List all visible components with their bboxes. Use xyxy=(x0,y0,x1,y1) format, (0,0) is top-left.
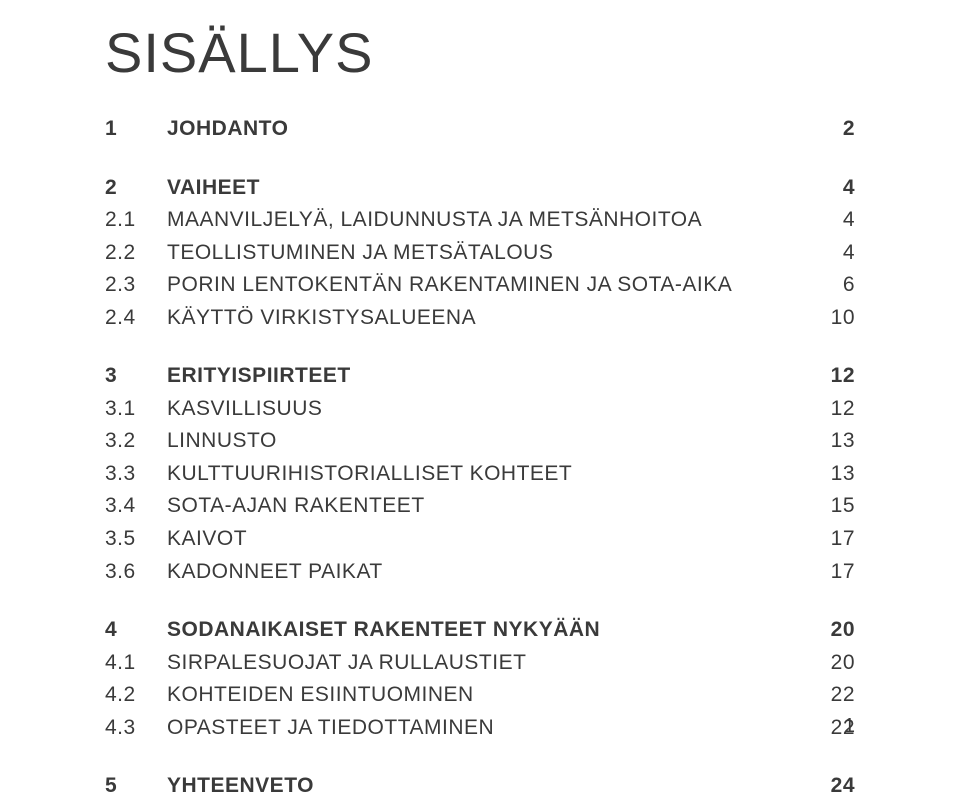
toc-label: SOTA-AJAN RAKENTEET xyxy=(167,490,805,523)
toc-row-sec-2: 3ERITYISPIIRTEET12 xyxy=(105,360,855,393)
toc-page: 20 xyxy=(805,614,855,647)
toc-group-gap xyxy=(105,744,855,770)
toc-row-sec-2-sub-0: 3.1KASVILLISUUS12 xyxy=(105,393,855,426)
toc-page: 24 xyxy=(805,770,855,803)
page: SISÄLLYS 1JOHDANTO22VAIHEET42.1MAANVILJE… xyxy=(0,0,960,756)
toc-num: 3.3 xyxy=(105,458,167,491)
toc-num: 2.2 xyxy=(105,237,167,270)
toc-label: KOHTEIDEN ESIINTUOMINEN xyxy=(167,679,805,712)
toc-row-sec-2-sub-4: 3.5KAIVOT17 xyxy=(105,523,855,556)
toc-num: 3.6 xyxy=(105,556,167,589)
toc-group-gap xyxy=(105,588,855,614)
toc-label: YHTEENVETO xyxy=(167,770,805,803)
toc-num: 2.3 xyxy=(105,269,167,302)
toc-label: PORIN LENTOKENTÄN RAKENTAMINEN JA SOTA-A… xyxy=(167,269,805,302)
toc-page: 13 xyxy=(805,425,855,458)
toc-row-sec-1-sub-2: 2.3PORIN LENTOKENTÄN RAKENTAMINEN JA SOT… xyxy=(105,269,855,302)
toc-num: 2 xyxy=(105,172,167,205)
toc-page: 4 xyxy=(805,172,855,205)
toc-label: KASVILLISUUS xyxy=(167,393,805,426)
toc-row-sec-2-sub-3: 3.4SOTA-AJAN RAKENTEET15 xyxy=(105,490,855,523)
toc-page: 4 xyxy=(805,204,855,237)
toc-row-sec-1: 2VAIHEET4 xyxy=(105,172,855,205)
toc-label: JOHDANTO xyxy=(167,113,805,146)
toc-page: 12 xyxy=(805,360,855,393)
toc-row-sec-4: 5YHTEENVETO24 xyxy=(105,770,855,803)
toc-label: SIRPALESUOJAT JA RULLAUSTIET xyxy=(167,647,805,680)
toc-num: 4.2 xyxy=(105,679,167,712)
toc-group-gap xyxy=(105,334,855,360)
toc-row-sec-3-sub-2: 4.3OPASTEET JA TIEDOTTAMINEN22 xyxy=(105,712,855,745)
toc-num: 4.1 xyxy=(105,647,167,680)
toc-row-sec-0: 1JOHDANTO2 xyxy=(105,113,855,146)
toc-page: 17 xyxy=(805,556,855,589)
toc-row-sec-3-sub-1: 4.2KOHTEIDEN ESIINTUOMINEN22 xyxy=(105,679,855,712)
toc-num: 1 xyxy=(105,113,167,146)
toc-page: 6 xyxy=(805,269,855,302)
toc-num: 4 xyxy=(105,614,167,647)
toc-row-sec-3: 4SODANAIKAISET RAKENTEET NYKYÄÄN20 xyxy=(105,614,855,647)
toc-label: MAANVILJELYÄ, LAIDUNNUSTA JA METSÄNHOITO… xyxy=(167,204,805,237)
toc-label: KAIVOT xyxy=(167,523,805,556)
toc-label: SODANAIKAISET RAKENTEET NYKYÄÄN xyxy=(167,614,805,647)
toc-num: 3 xyxy=(105,360,167,393)
toc-num: 3.1 xyxy=(105,393,167,426)
toc-num: 3.5 xyxy=(105,523,167,556)
toc-row-sec-1-sub-3: 2.4KÄYTTÖ VIRKISTYSALUEENA10 xyxy=(105,302,855,335)
toc-page: 15 xyxy=(805,490,855,523)
toc-page: 4 xyxy=(805,237,855,270)
toc-page: 20 xyxy=(805,647,855,680)
toc-page: 13 xyxy=(805,458,855,491)
toc-label: ERITYISPIIRTEET xyxy=(167,360,805,393)
toc-label: TEOLLISTUMINEN JA METSÄTALOUS xyxy=(167,237,805,270)
toc-row-sec-3-sub-0: 4.1SIRPALESUOJAT JA RULLAUSTIET20 xyxy=(105,647,855,680)
toc-group-gap xyxy=(105,146,855,172)
page-number: 1 xyxy=(844,715,855,738)
toc-num: 3.4 xyxy=(105,490,167,523)
toc-row-sec-1-sub-1: 2.2TEOLLISTUMINEN JA METSÄTALOUS4 xyxy=(105,237,855,270)
toc-label: KADONNEET PAIKAT xyxy=(167,556,805,589)
toc-page: 17 xyxy=(805,523,855,556)
toc-label: KÄYTTÖ VIRKISTYSALUEENA xyxy=(167,302,805,335)
toc-row-sec-2-sub-5: 3.6KADONNEET PAIKAT17 xyxy=(105,556,855,589)
toc-label: KULTTUURIHISTORIALLISET KOHTEET xyxy=(167,458,805,491)
toc-page: 12 xyxy=(805,393,855,426)
toc-label: OPASTEET JA TIEDOTTAMINEN xyxy=(167,712,805,745)
toc-row-sec-2-sub-1: 3.2LINNUSTO13 xyxy=(105,425,855,458)
toc-row-sec-2-sub-2: 3.3KULTTUURIHISTORIALLISET KOHTEET13 xyxy=(105,458,855,491)
toc-page: 2 xyxy=(805,113,855,146)
toc-page: 22 xyxy=(805,679,855,712)
toc-num: 3.2 xyxy=(105,425,167,458)
toc-num: 5 xyxy=(105,770,167,803)
toc-label: LINNUSTO xyxy=(167,425,805,458)
toc-row-sec-1-sub-0: 2.1MAANVILJELYÄ, LAIDUNNUSTA JA METSÄNHO… xyxy=(105,204,855,237)
toc-num: 2.4 xyxy=(105,302,167,335)
toc-label: VAIHEET xyxy=(167,172,805,205)
toc-page: 10 xyxy=(805,302,855,335)
toc-title: SISÄLLYS xyxy=(105,20,855,85)
toc-list: 1JOHDANTO22VAIHEET42.1MAANVILJELYÄ, LAID… xyxy=(105,113,855,803)
toc-num: 4.3 xyxy=(105,712,167,745)
toc-num: 2.1 xyxy=(105,204,167,237)
